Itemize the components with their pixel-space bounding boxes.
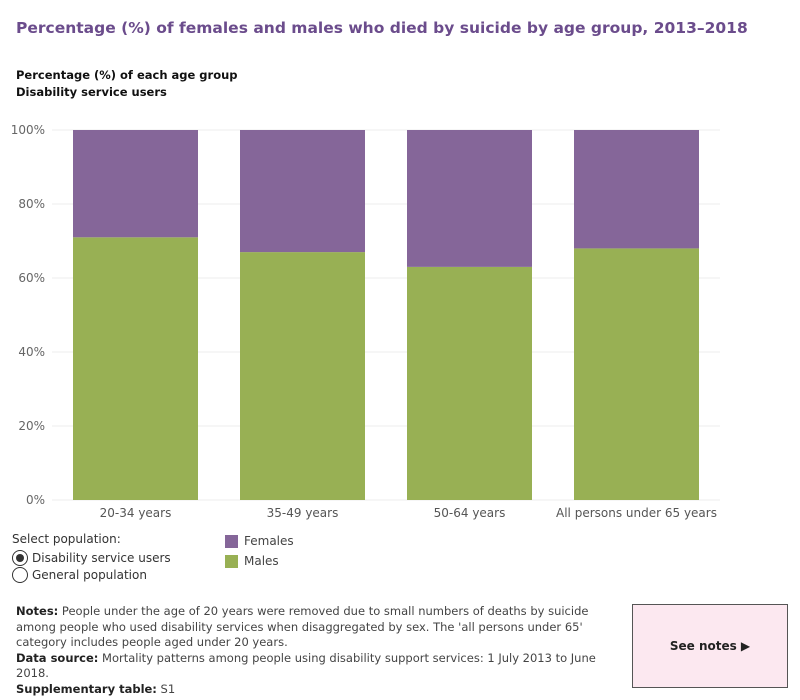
y-tick-label: 0% — [26, 493, 45, 507]
radio-button-icon[interactable] — [12, 549, 28, 566]
legend-item-males: Males — [225, 551, 294, 571]
y-tick-label: 80% — [18, 197, 45, 211]
see-notes-button[interactable]: See notes ▶ — [632, 604, 788, 688]
y-tick-label: 20% — [18, 419, 45, 433]
bar-females — [574, 130, 699, 249]
legend-label: Males — [244, 554, 279, 568]
chart-title: Percentage (%) of females and males who … — [16, 19, 748, 37]
supplementary-table-label: Supplementary table: — [16, 681, 157, 696]
radio-disability-service-users[interactable]: Disability service users — [12, 549, 171, 566]
notes-block: Notes: People under the age of 20 years … — [16, 604, 616, 698]
bar-females — [73, 130, 198, 238]
supplementary-table-text: S1 — [156, 681, 176, 696]
supplementary-table-line: Supplementary table: S1 — [16, 682, 616, 698]
females-swatch — [225, 534, 238, 548]
radio-button-icon[interactable] — [12, 566, 28, 583]
bar-females — [407, 130, 532, 267]
chart-subtitle: Percentage (%) of each age group — [16, 68, 238, 82]
y-tick-label: 100% — [11, 123, 45, 137]
notes-text: People under the age of 20 years were re… — [16, 604, 589, 650]
population-selector: Select population: Disability service us… — [12, 532, 171, 583]
stacked-bar-chart: 0% 20% 40% 60% 80% 100% 20-34 years 35-49 years… — [11, 123, 720, 520]
chart-legend: Females Males — [225, 531, 294, 571]
population-subtitle: Disability service users — [16, 85, 167, 99]
x-tick-label: 35-49 years — [267, 506, 339, 520]
x-tick-label: 20-34 years — [100, 506, 172, 520]
legend-label: Females — [244, 534, 294, 548]
bar-males — [574, 248, 699, 500]
bar-males — [240, 252, 365, 500]
data-source-label: Data source: — [16, 650, 99, 665]
radio-general-population[interactable]: General population — [12, 566, 171, 583]
bar-males — [407, 266, 532, 500]
radio-label: General population — [32, 567, 147, 582]
radio-selected-dot — [16, 553, 24, 562]
data-source-text: Mortality patterns among people using di… — [16, 650, 596, 681]
males-swatch — [225, 554, 238, 568]
radio-label: Disability service users — [32, 550, 171, 565]
legend-item-females: Females — [225, 531, 294, 551]
bar-males — [73, 237, 198, 501]
y-tick-label: 60% — [18, 271, 45, 285]
x-tick-label: All persons under 65 years — [556, 506, 717, 520]
bar-females — [240, 130, 365, 253]
x-tick-label: 50-64 years — [434, 506, 506, 520]
notes-paragraph: Notes: People under the age of 20 years … — [16, 604, 616, 651]
notes-label: Notes: — [16, 604, 59, 618]
selector-label: Select population: — [12, 532, 121, 546]
data-source-line: Data source: Mortality patterns among pe… — [16, 651, 616, 682]
y-tick-label: 40% — [18, 345, 45, 359]
